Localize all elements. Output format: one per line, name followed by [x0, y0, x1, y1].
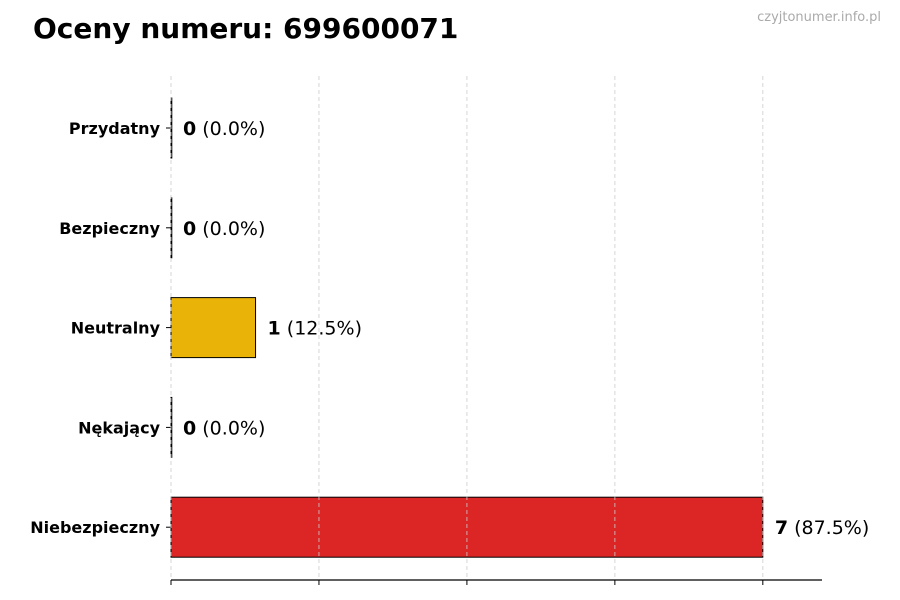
watermark: czyjtonumer.info.pl: [757, 10, 881, 25]
data-label: 0 (0.0%): [183, 218, 265, 240]
category-label: Neutralny: [71, 319, 161, 338]
data-label: 0 (0.0%): [183, 118, 265, 140]
category-label: Nękający: [78, 418, 160, 437]
bar-bezpieczny: [170, 197, 173, 259]
category-label: Niebezpieczny: [30, 518, 160, 537]
category-label: Bezpieczny: [59, 219, 160, 238]
bar-neutralny: [170, 297, 257, 359]
category-label: Przydatny: [69, 119, 161, 138]
data-label: 7 (87.5%): [775, 517, 869, 539]
data-label: 1 (12.5%): [268, 318, 362, 340]
chart-title: Oceny numeru: 699600071: [33, 12, 459, 45]
data-label: 0 (0.0%): [183, 417, 265, 439]
